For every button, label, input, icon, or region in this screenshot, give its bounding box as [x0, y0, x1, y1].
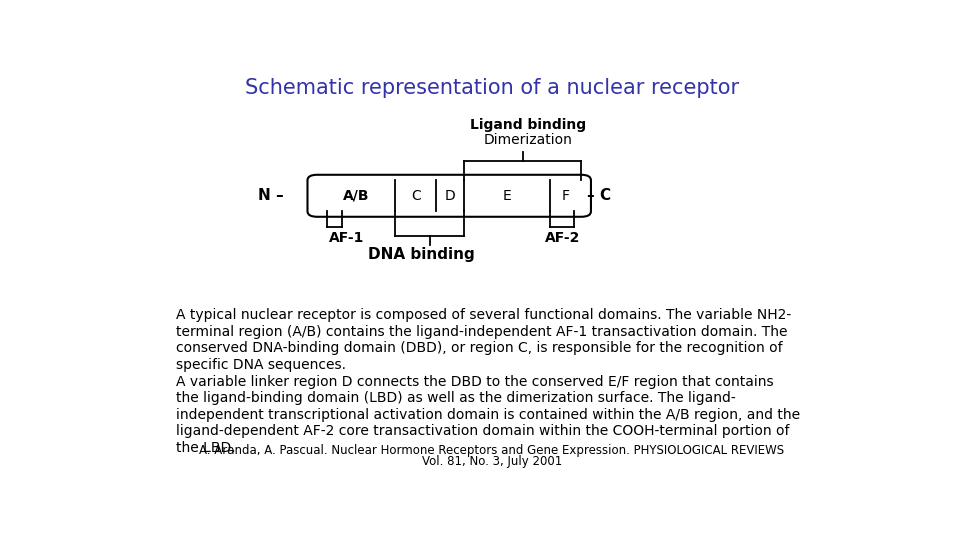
Text: Dimerization: Dimerization: [483, 133, 572, 147]
Text: E: E: [503, 189, 512, 203]
Text: the ligand-binding domain (LBD) as well as the dimerization surface. The ligand-: the ligand-binding domain (LBD) as well …: [176, 391, 735, 405]
Text: A. Aranda, A. Pascual. Nuclear Hormone Receptors and Gene Expression. PHYSIOLOGI: A. Aranda, A. Pascual. Nuclear Hormone R…: [200, 444, 784, 457]
Text: A typical nuclear receptor is composed of several functional domains. The variab: A typical nuclear receptor is composed o…: [176, 308, 791, 322]
Text: terminal region (A/B) contains the ligand-independent AF-1 transactivation domai: terminal region (A/B) contains the ligan…: [176, 325, 787, 339]
Text: Schematic representation of a nuclear receptor: Schematic representation of a nuclear re…: [245, 78, 739, 98]
Text: N –: N –: [258, 188, 284, 203]
Text: ligand-dependent AF-2 core transactivation domain within the COOH-terminal porti: ligand-dependent AF-2 core transactivati…: [176, 424, 789, 438]
Text: F: F: [562, 189, 569, 203]
Text: D: D: [445, 189, 456, 203]
Text: AF-1: AF-1: [329, 231, 365, 245]
Text: A variable linker region D connects the DBD to the conserved E/F region that con: A variable linker region D connects the …: [176, 375, 774, 389]
Text: the LBD.: the LBD.: [176, 441, 235, 455]
Text: specific DNA sequences.: specific DNA sequences.: [176, 358, 346, 372]
Text: C: C: [411, 189, 420, 203]
Text: AF-2: AF-2: [545, 231, 581, 245]
Text: Vol. 81, No. 3, July 2001: Vol. 81, No. 3, July 2001: [421, 455, 563, 468]
Text: Ligand binding: Ligand binding: [469, 118, 586, 132]
FancyBboxPatch shape: [307, 175, 591, 217]
Text: A/B: A/B: [343, 189, 370, 203]
Text: independent transcriptional activation domain is contained within the A/B region: independent transcriptional activation d…: [176, 408, 800, 422]
Text: – C: – C: [588, 188, 612, 203]
Text: DNA binding: DNA binding: [368, 247, 474, 262]
Text: conserved DNA-binding domain (DBD), or region C, is responsible for the recognit: conserved DNA-binding domain (DBD), or r…: [176, 341, 782, 355]
